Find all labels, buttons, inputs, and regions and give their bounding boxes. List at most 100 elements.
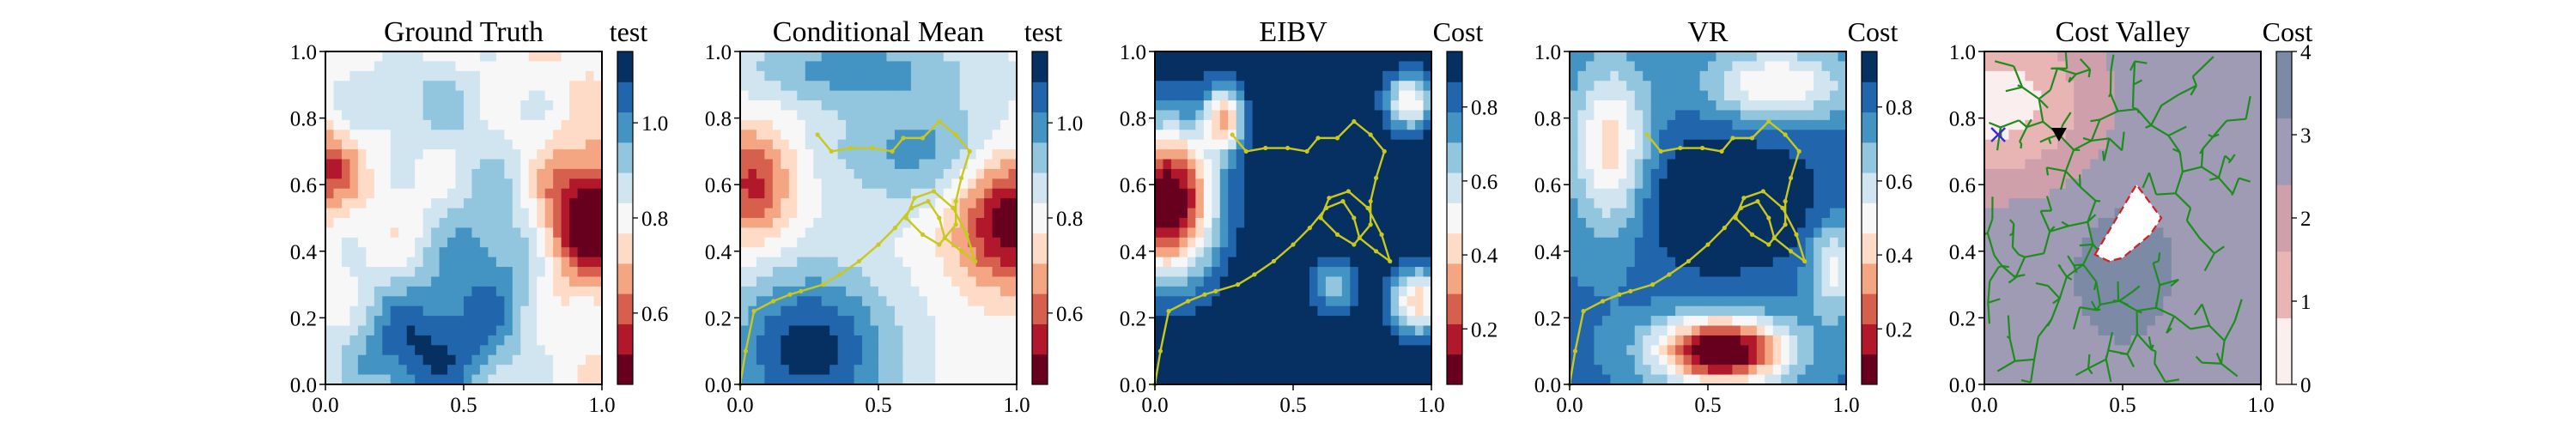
heat-cell: [1366, 267, 1376, 278]
path-point: [1705, 242, 1710, 247]
heat-cell: [1261, 208, 1270, 219]
heat-cell: [1838, 178, 1847, 190]
heat-cell: [927, 178, 936, 190]
heat-cell: [1179, 198, 1188, 209]
heat-cell: [1008, 70, 1018, 82]
path-point: [1749, 136, 1755, 141]
heat-cell: [788, 208, 798, 219]
heat-cell: [1382, 81, 1392, 92]
heat-cell: [959, 237, 969, 248]
colorbar-tick-label: 0.2: [1471, 318, 1498, 341]
heat-cell: [1772, 218, 1782, 229]
heat-cell: [878, 168, 888, 179]
heat-cell: [862, 198, 872, 209]
heat-cell: [537, 316, 546, 327]
heat-cell: [740, 100, 750, 112]
heat-cell: [1830, 70, 1839, 82]
heat-cell: [1570, 286, 1579, 297]
heat-cell: [1756, 90, 1765, 101]
heat-cell: [1765, 257, 1774, 268]
heat-cell: [537, 276, 546, 287]
heat-cell: [813, 365, 823, 376]
heat-cell: [1341, 345, 1351, 356]
heat-cell: [854, 119, 863, 130]
heat-cell: [406, 218, 416, 229]
heat-cell: [1683, 247, 1692, 258]
heat-cell: [357, 276, 367, 287]
heat-cell: [781, 276, 790, 287]
heat-cell: [1301, 208, 1310, 219]
heat-cell: [1667, 51, 1676, 63]
heat-cell: [488, 178, 497, 190]
heat-cell: [975, 149, 985, 160]
heat-cell: [846, 286, 855, 297]
heat-cell: [586, 296, 595, 307]
heat-cell: [439, 325, 448, 336]
heat-cell: [537, 110, 546, 121]
heat-cell: [837, 247, 847, 258]
heat-cell: [415, 139, 424, 150]
heat-cell: [1708, 276, 1717, 287]
heat-cell: [544, 208, 554, 219]
heat-cell: [935, 335, 945, 346]
heat-cell: [1732, 198, 1741, 209]
heat-cell: [1618, 296, 1627, 307]
heat-cell: [902, 227, 912, 239]
heat-cell: [1334, 237, 1343, 248]
heat-cell: [821, 296, 830, 307]
heat-cell: [1268, 70, 1278, 82]
heat-cell: [878, 286, 888, 297]
heat-cell: [1179, 276, 1188, 287]
heat-cell: [1797, 168, 1807, 179]
heat-cell: [1228, 345, 1237, 356]
heat-cell: [1675, 208, 1685, 219]
heat-cell: [959, 257, 969, 268]
heat-cell: [788, 354, 798, 366]
heat-cell: [471, 168, 481, 179]
heat-cell: [1219, 139, 1229, 150]
heat-cell: [325, 70, 335, 82]
heat-cell: [1228, 257, 1237, 268]
heat-cell: [1659, 316, 1668, 327]
heat-cell: [813, 70, 823, 82]
heat-cell: [1374, 178, 1383, 190]
heat-cell: [740, 139, 750, 150]
heat-cell: [764, 345, 774, 356]
heat-cell: [1228, 90, 1237, 101]
heat-cell: [520, 325, 530, 336]
heat-cell: [325, 325, 335, 336]
heat-cell: [1699, 257, 1709, 268]
heat-cell: [862, 354, 872, 366]
heat-cell: [1285, 110, 1294, 121]
heat-cell: [1155, 110, 1164, 121]
heat-cell: [1634, 267, 1643, 278]
heat-cell: [2130, 51, 2140, 63]
heat-cell: [586, 365, 595, 376]
heat-cell: [495, 119, 505, 130]
heat-cell: [488, 316, 497, 327]
heat-cell: [1219, 110, 1229, 121]
heat-cell: [374, 119, 383, 130]
heat-cell: [464, 257, 473, 268]
heat-cell: [748, 345, 757, 356]
heat-cell: [504, 267, 513, 278]
heat-cell: [464, 198, 473, 209]
heat-cell: [813, 208, 823, 219]
heat-cell: [1293, 168, 1303, 179]
heat-cell: [951, 354, 961, 366]
heat-cell: [756, 90, 766, 101]
heat-cell: [1577, 61, 1587, 72]
heat-cell: [992, 168, 1001, 179]
heat-cell: [1748, 100, 1758, 112]
heat-cell: [1756, 149, 1765, 160]
heat-cell: [544, 286, 554, 297]
heat-cell: [455, 139, 465, 150]
heat-cell: [349, 159, 359, 170]
heat-cell: [902, 335, 912, 346]
heat-cell: [1423, 159, 1432, 170]
heat-cell: [821, 345, 830, 356]
heat-cell: [1170, 305, 1181, 317]
heat-cell: [1195, 237, 1205, 248]
heat-cell: [593, 286, 603, 297]
heat-cell: [341, 325, 351, 336]
